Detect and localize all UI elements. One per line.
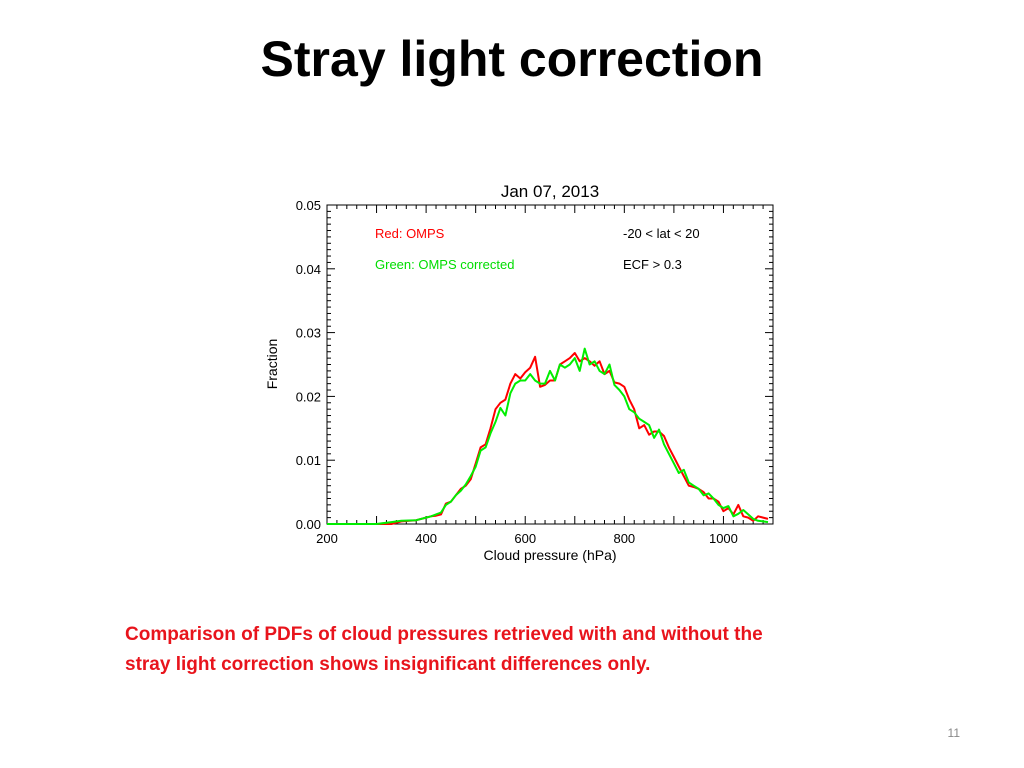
x-tick-label: 1000 <box>709 531 738 546</box>
annotation-latitude: -20 < lat < 20 <box>623 226 700 241</box>
x-tick-label: 600 <box>514 531 536 546</box>
chart-title: Jan 07, 2013 <box>501 182 599 201</box>
x-tick-label: 400 <box>415 531 437 546</box>
x-tick-label: 800 <box>613 531 635 546</box>
plot-frame <box>326 204 774 525</box>
legend-red-series: Red: OMPS <box>375 226 445 241</box>
y-tick-group: 0.00 0.01 0.02 0.03 0.04 0.05 <box>296 198 773 532</box>
series-group <box>327 347 769 525</box>
y-axis-label: Fraction <box>264 339 280 390</box>
chart-axes: 0.00 0.01 0.02 0.03 0.04 0.05 200 400 600 800 100… <box>264 182 774 563</box>
y-tick-label: 0.04 <box>296 262 321 277</box>
x-tick-group: 200 400 600 800 1000 <box>316 205 774 546</box>
x-tick-label: 200 <box>316 531 338 546</box>
x-axis-label: Cloud pressure (hPa) <box>483 547 616 563</box>
y-tick-label: 0.02 <box>296 389 321 404</box>
cloud-pressure-chart: 0.00 0.01 0.02 0.03 0.04 0.05 200 400 600 800 100… <box>264 182 774 563</box>
y-tick-label: 0.05 <box>296 198 321 213</box>
series-line-green-omps-corrected <box>327 347 769 525</box>
y-tick-label: 0.01 <box>296 453 321 468</box>
y-tick-label: 0.03 <box>296 326 321 341</box>
slide-title: Stray light correction <box>260 31 764 87</box>
annotation-ecf: ECF > 0.3 <box>623 257 682 272</box>
y-tick-label: 0.00 <box>296 517 321 532</box>
legend-green-series: Green: OMPS corrected <box>375 257 514 272</box>
page-number: 11 <box>947 726 960 740</box>
slide-caption: Comparison of PDFs of cloud pressures re… <box>125 624 763 675</box>
